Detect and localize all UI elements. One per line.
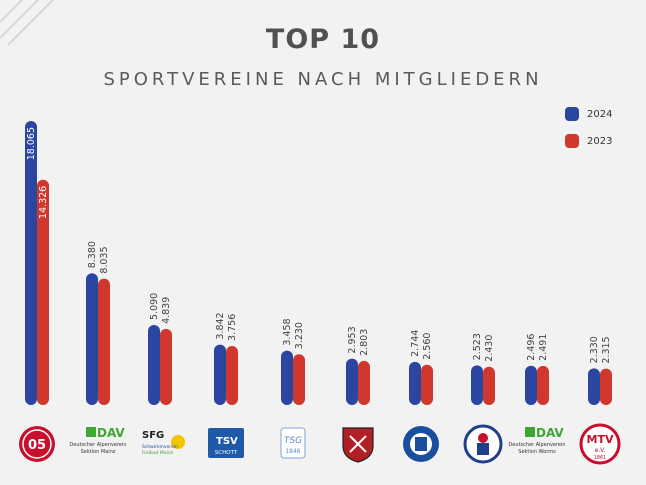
bar-2023-6 xyxy=(358,360,370,405)
value-label-2024-9: 2.496 xyxy=(526,334,537,361)
logo-subtext: 1846 xyxy=(285,448,300,455)
value-label-2024-4: 3.842 xyxy=(215,312,226,339)
legend-swatch-2023 xyxy=(565,134,579,148)
logo-subtext: e.V. xyxy=(595,447,606,454)
logo-subtext: Sektion Mainz xyxy=(81,449,116,455)
logo-shield-icon xyxy=(342,427,374,463)
logo-mainz05-icon: 05 xyxy=(19,426,55,462)
value-label-2024-2: 8.380 xyxy=(87,241,98,268)
value-label-2023-10: 2.315 xyxy=(601,336,612,363)
bar-2024-2 xyxy=(86,273,98,405)
bar-2024-5 xyxy=(281,350,293,405)
legend: 2024 2023 xyxy=(565,106,612,160)
bar-2024-8 xyxy=(471,365,483,405)
chart-title: TOP 10 xyxy=(265,24,381,55)
bar-2023-1 xyxy=(37,179,49,405)
value-label-2024-6: 2.953 xyxy=(347,326,358,353)
legend-swatch-2024 xyxy=(565,107,579,121)
logo-subtext: Sektion Worms xyxy=(518,449,556,455)
value-label-2023-3: 4.839 xyxy=(161,297,172,324)
value-label-2023-6: 2.803 xyxy=(359,329,370,356)
logo-text: SFG xyxy=(142,430,164,441)
legend-item-2023: 2023 xyxy=(565,133,612,149)
value-label-2023-5: 3.230 xyxy=(294,322,305,349)
legend-label-2024: 2024 xyxy=(587,108,613,120)
decorative-corner-lines xyxy=(0,0,54,45)
legend-label-2023: 2023 xyxy=(587,135,613,147)
bar-2023-3 xyxy=(160,328,172,405)
value-label-2024-8: 2.523 xyxy=(472,333,483,360)
logo-text: DAV xyxy=(97,426,125,440)
bar-2023-9 xyxy=(537,365,549,405)
logo-tsv-icon: TSV SCHOTT xyxy=(208,428,244,458)
chart-subtitle: SPORTVEREINE NACH MITGLIEDERN xyxy=(103,69,543,90)
logo-subtext: Schwimmverein xyxy=(142,444,178,450)
bar-2023-7 xyxy=(421,364,433,405)
logo-text: TSV xyxy=(216,436,238,447)
value-label-2024-10: 2.330 xyxy=(589,336,600,363)
logo-subtext: Freibad Mainz xyxy=(142,450,174,456)
value-label-2024-3: 5.090 xyxy=(149,293,160,320)
logo-text: MTV xyxy=(587,433,614,446)
bar-2024-7 xyxy=(409,361,421,405)
logo-text: DAV xyxy=(536,426,564,440)
value-label-2024-7: 2.744 xyxy=(410,330,421,357)
value-label-2024-5: 3.458 xyxy=(282,318,293,345)
logo-subtext: SCHOTT xyxy=(215,450,238,456)
bar-2024-4 xyxy=(214,344,226,405)
value-label-2023-7: 2.560 xyxy=(422,333,433,360)
logo-tsg-icon: TSG 1846 xyxy=(280,427,306,459)
logo-text: TSG xyxy=(284,436,302,446)
value-label-2023-4: 3.756 xyxy=(227,314,238,341)
bar-2024-10 xyxy=(588,368,600,405)
bar-2023-2 xyxy=(98,278,110,405)
value-label-2023-2: 8.035 xyxy=(99,246,110,273)
bar-2023-5 xyxy=(293,354,305,405)
bar-2023-8 xyxy=(483,366,495,405)
bar-2024-6 xyxy=(346,358,358,405)
bar-2024-3 xyxy=(148,324,160,405)
logo-budenheim-icon xyxy=(463,424,503,464)
logo-subtext: Deutscher Alpenverein xyxy=(69,442,126,448)
logo-text: 05 xyxy=(28,438,46,453)
bar-2024-1 xyxy=(25,121,37,405)
value-label-2024-1: 18.065 xyxy=(26,127,37,160)
legend-item-2024: 2024 xyxy=(565,106,612,122)
bar-2024-9 xyxy=(525,365,537,405)
value-label-2023-9: 2.491 xyxy=(538,334,549,361)
value-label-2023-1: 14.326 xyxy=(38,186,49,219)
logo-schwimm-icon xyxy=(403,426,439,462)
value-label-2023-8: 2.430 xyxy=(484,335,495,362)
bar-2023-10 xyxy=(600,368,612,405)
bar-2023-4 xyxy=(226,345,238,405)
logo-subtext: 1861 xyxy=(594,455,607,461)
logo-subtext: Deutscher Alpenverein xyxy=(508,442,565,448)
